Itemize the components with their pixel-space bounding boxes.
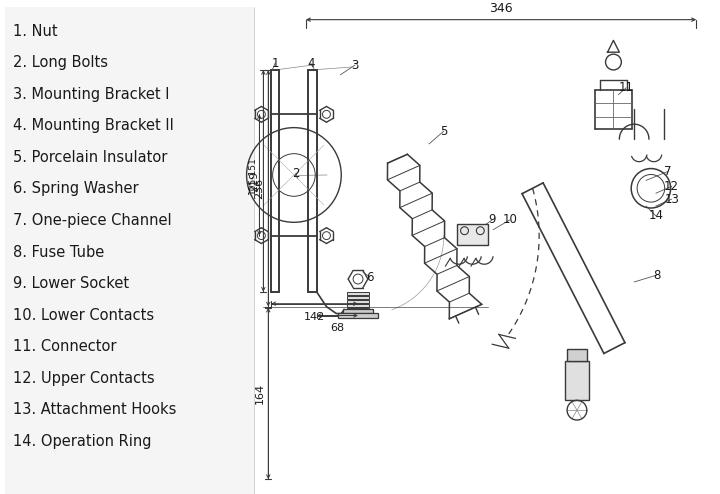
Text: 2: 2 bbox=[292, 167, 300, 180]
Bar bbox=[347, 304, 369, 307]
Text: 5. Porcelain Insulator: 5. Porcelain Insulator bbox=[13, 150, 167, 165]
Text: 5: 5 bbox=[440, 124, 448, 138]
Bar bbox=[347, 300, 369, 303]
Text: 10: 10 bbox=[503, 213, 518, 226]
Text: 1: 1 bbox=[271, 56, 279, 70]
Text: 7: 7 bbox=[664, 165, 672, 178]
Text: 236: 236 bbox=[254, 178, 264, 199]
Text: 9: 9 bbox=[488, 213, 496, 226]
Text: 13: 13 bbox=[664, 193, 679, 206]
Text: 14: 14 bbox=[648, 209, 663, 222]
Text: 13. Attachment Hooks: 13. Attachment Hooks bbox=[13, 402, 176, 417]
Bar bbox=[565, 361, 589, 400]
Text: 11. Connector: 11. Connector bbox=[13, 339, 117, 354]
Text: 10. Lower Contacts: 10. Lower Contacts bbox=[13, 308, 154, 323]
Text: 3: 3 bbox=[351, 58, 359, 72]
Text: 8. Fuse Tube: 8. Fuse Tube bbox=[13, 245, 104, 259]
Text: 4. Mounting Bracket II: 4. Mounting Bracket II bbox=[13, 118, 174, 133]
Text: 6: 6 bbox=[366, 271, 374, 284]
Text: 11: 11 bbox=[618, 81, 634, 94]
Bar bbox=[343, 309, 373, 313]
Text: 8: 8 bbox=[653, 269, 660, 282]
Bar bbox=[347, 296, 369, 299]
Text: 12. Upper Contacts: 12. Upper Contacts bbox=[13, 370, 155, 386]
Text: 1. Nut: 1. Nut bbox=[13, 24, 58, 39]
Bar bbox=[338, 313, 378, 319]
Text: 2. Long Bolts: 2. Long Bolts bbox=[13, 55, 108, 70]
Text: 105-151: 105-151 bbox=[248, 156, 256, 194]
Text: 12: 12 bbox=[664, 180, 679, 193]
Text: 68: 68 bbox=[330, 324, 344, 333]
Bar bbox=[347, 308, 369, 311]
Text: 6. Spring Washer: 6. Spring Washer bbox=[13, 181, 138, 197]
Bar bbox=[456, 224, 488, 246]
Text: 219: 219 bbox=[249, 170, 259, 192]
FancyBboxPatch shape bbox=[5, 7, 254, 494]
Text: 3. Mounting Bracket I: 3. Mounting Bracket I bbox=[13, 87, 169, 102]
Text: 164: 164 bbox=[254, 383, 264, 404]
Text: 4: 4 bbox=[307, 56, 315, 70]
Text: 14. Operation Ring: 14. Operation Ring bbox=[13, 434, 151, 449]
Text: 346: 346 bbox=[489, 2, 513, 15]
Bar bbox=[347, 292, 369, 295]
Bar bbox=[567, 349, 587, 361]
Text: 7. One-piece Channel: 7. One-piece Channel bbox=[13, 213, 171, 228]
Text: 9. Lower Socket: 9. Lower Socket bbox=[13, 276, 129, 291]
Text: 142: 142 bbox=[304, 312, 325, 322]
